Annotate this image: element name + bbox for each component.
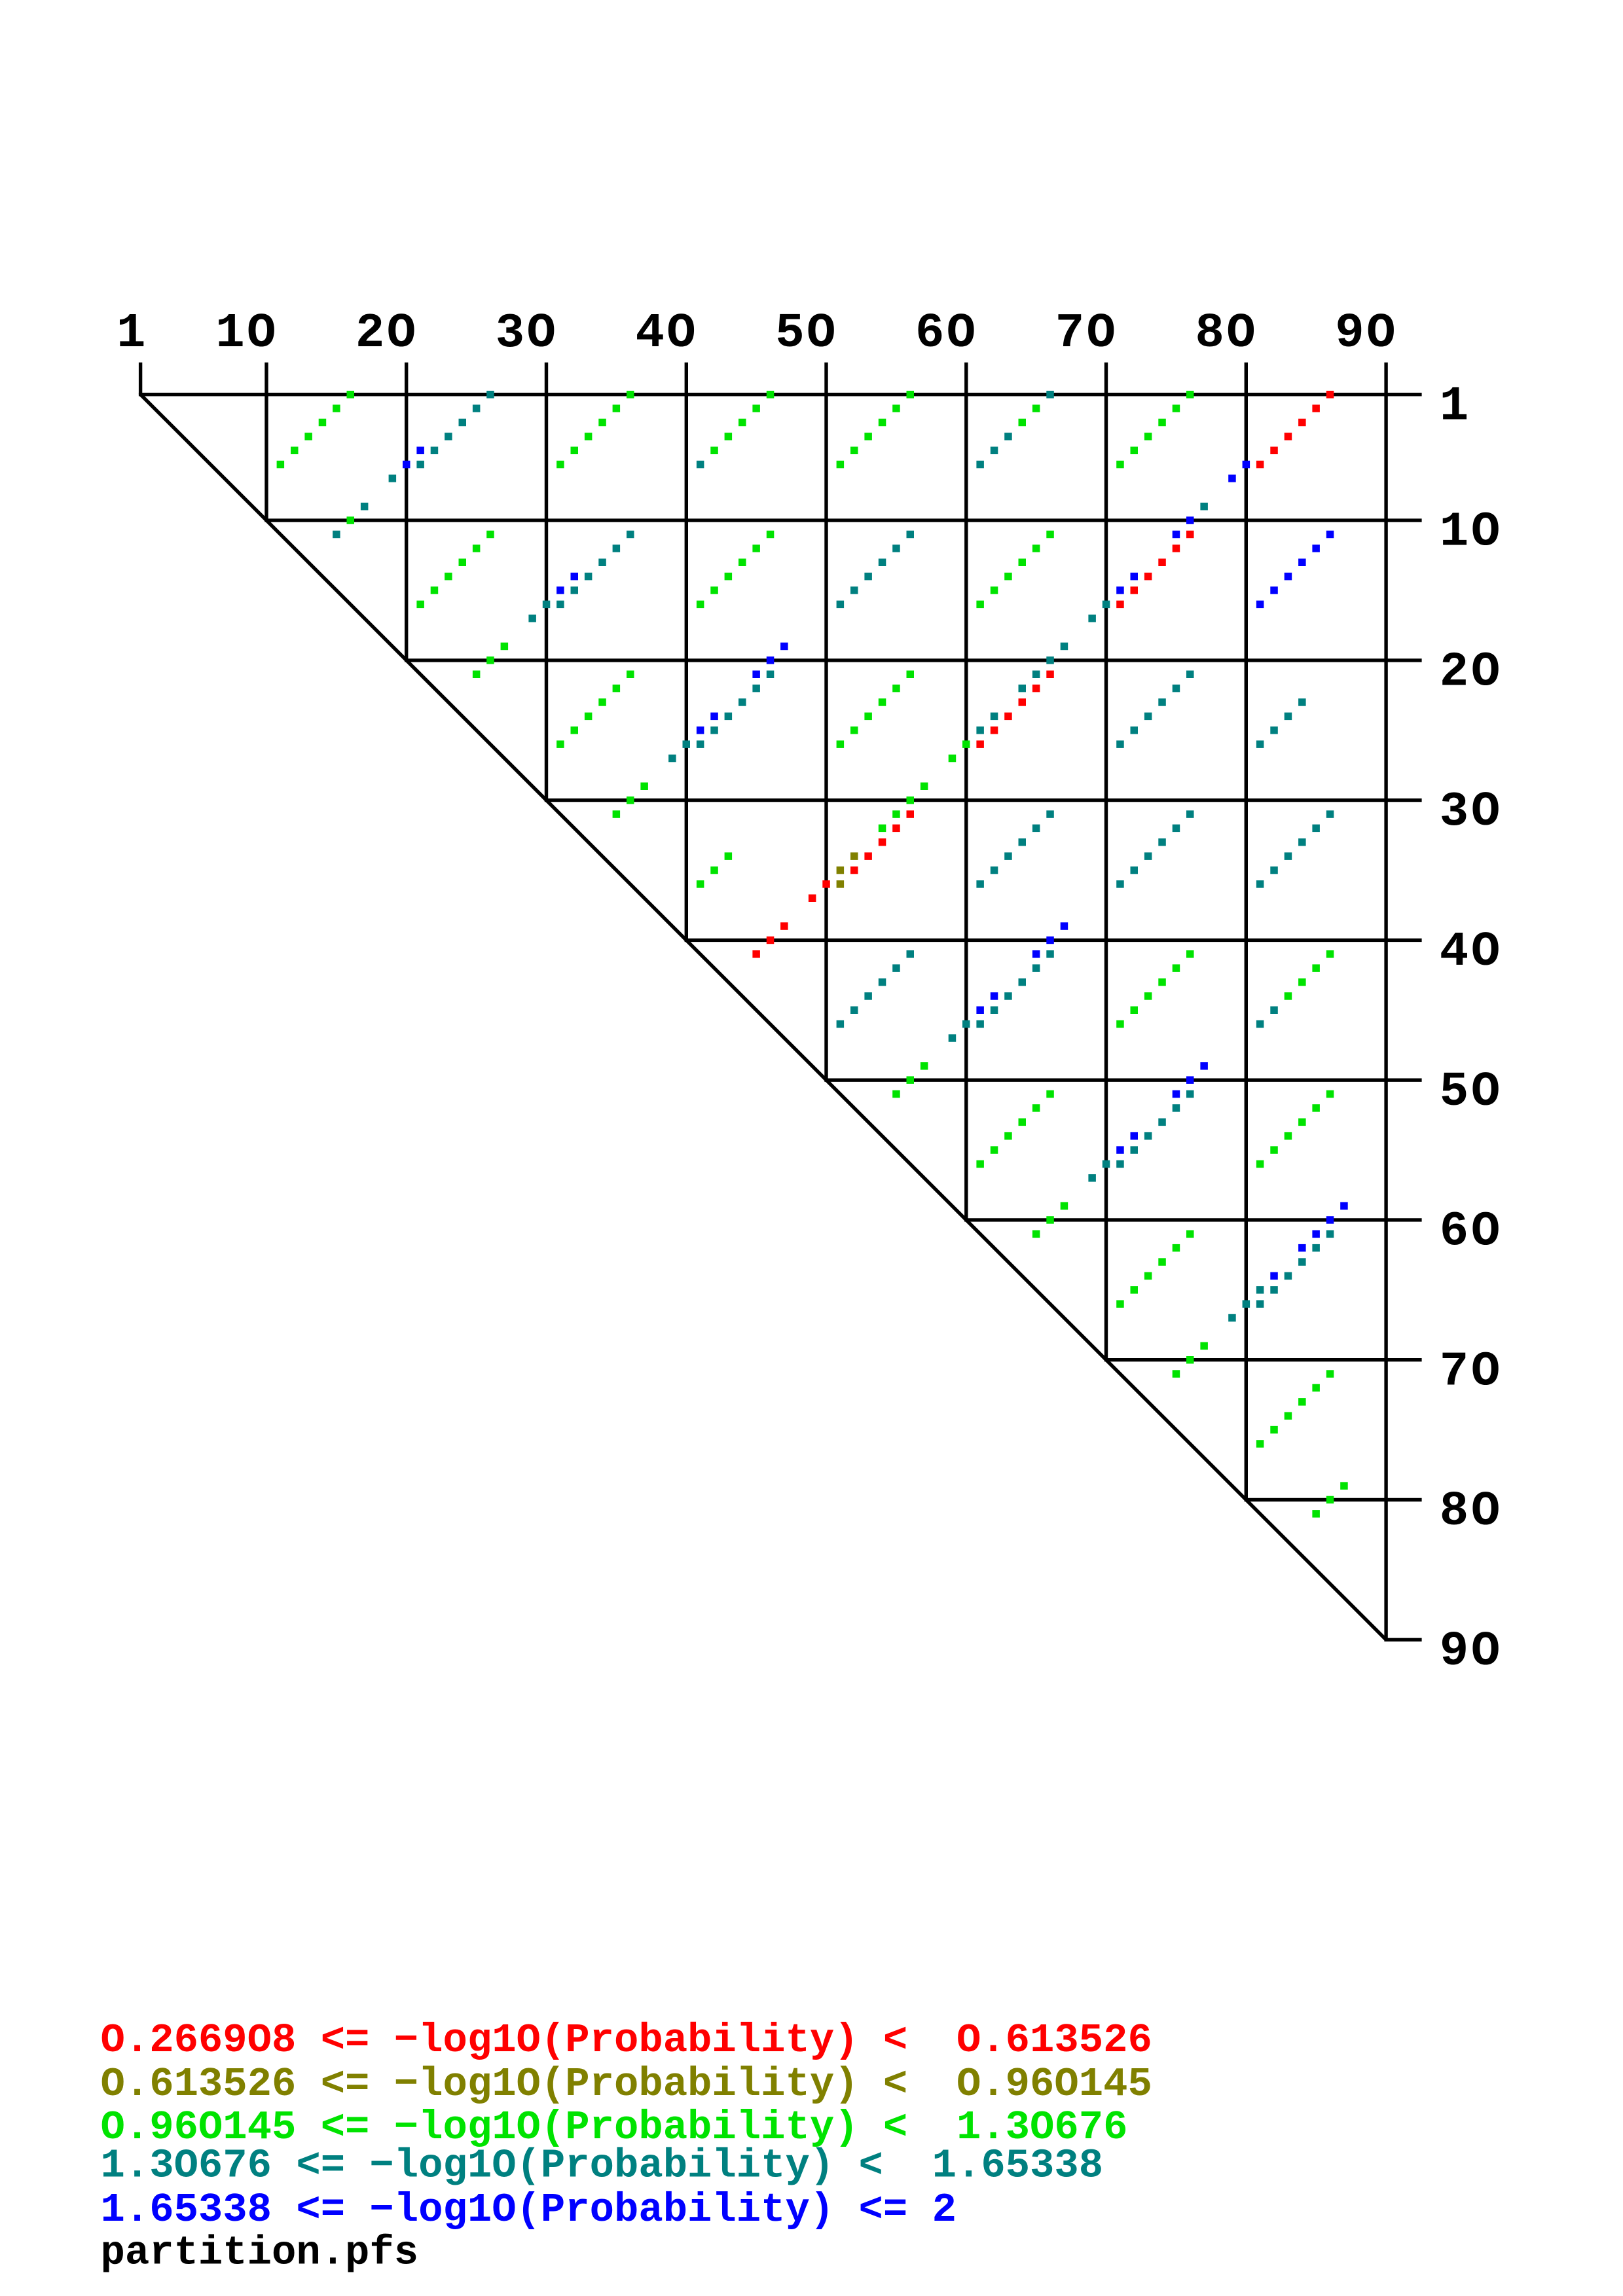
svg-text:4: 4 xyxy=(635,306,664,361)
svg-text:2: 2 xyxy=(1440,645,1468,700)
svg-text:8: 8 xyxy=(1440,1484,1468,1539)
svg-text:O: O xyxy=(1471,785,1500,840)
svg-text:9: 9 xyxy=(1335,306,1364,361)
svg-text:O: O xyxy=(807,306,835,361)
svg-text:O: O xyxy=(1366,306,1395,361)
svg-text:O: O xyxy=(947,306,976,361)
svg-text:O.613526 <= −log1O(Probability: O.613526 <= −log1O(Probability) < O.96O1… xyxy=(101,2061,1152,2108)
svg-text:4: 4 xyxy=(1440,925,1468,980)
svg-text:1: 1 xyxy=(1440,505,1468,560)
svg-text:O: O xyxy=(1471,1484,1500,1539)
svg-text:O: O xyxy=(1471,505,1500,560)
svg-text:O.96O145 <= −log1O(Probability: O.96O145 <= −log1O(Probability) < 1.3O67… xyxy=(101,2104,1128,2151)
svg-text:3: 3 xyxy=(1440,785,1468,840)
svg-text:3: 3 xyxy=(496,306,524,361)
svg-text:6: 6 xyxy=(1440,1205,1468,1260)
svg-text:1.65338 <= −log1O(Probability): 1.65338 <= −log1O(Probability) <= 2 xyxy=(101,2187,957,2233)
svg-text:1.3O676 <= −log1O(Probability): 1.3O676 <= −log1O(Probability) < 1.65338 xyxy=(101,2143,1104,2189)
svg-text:9: 9 xyxy=(1440,1624,1468,1679)
svg-text:2: 2 xyxy=(356,306,384,361)
svg-text:8: 8 xyxy=(1195,306,1224,361)
svg-text:O: O xyxy=(1086,306,1115,361)
svg-text:1: 1 xyxy=(1440,379,1468,434)
svg-text:O: O xyxy=(1471,645,1500,700)
svg-text:1: 1 xyxy=(215,306,244,361)
svg-text:O: O xyxy=(666,306,695,361)
svg-text:O: O xyxy=(247,306,276,361)
svg-text:O.2669O8 <= −log1O(Probability: O.2669O8 <= −log1O(Probability) < O.6135… xyxy=(101,2017,1152,2064)
svg-text:O: O xyxy=(1226,306,1255,361)
svg-text:O: O xyxy=(1471,1065,1500,1120)
svg-text:1: 1 xyxy=(117,306,145,361)
svg-text:O: O xyxy=(1471,1624,1500,1679)
svg-text:5: 5 xyxy=(1440,1065,1468,1120)
svg-text:7: 7 xyxy=(1055,306,1084,361)
svg-text:6: 6 xyxy=(915,306,944,361)
svg-text:O: O xyxy=(1471,925,1500,980)
svg-text:partition.pfs: partition.pfs xyxy=(101,2230,419,2276)
svg-text:5: 5 xyxy=(775,306,804,361)
svg-text:O: O xyxy=(1471,1205,1500,1260)
svg-text:7: 7 xyxy=(1440,1344,1468,1399)
svg-text:O: O xyxy=(1471,1344,1500,1399)
svg-text:O: O xyxy=(526,306,555,361)
svg-text:O: O xyxy=(387,306,416,361)
